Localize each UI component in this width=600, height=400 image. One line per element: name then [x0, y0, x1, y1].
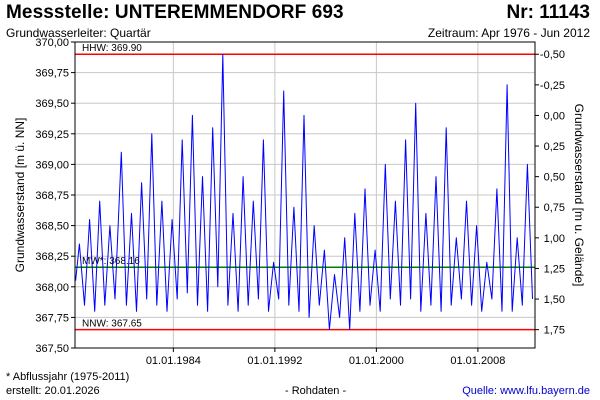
y2-tick-label: 1,75 [544, 325, 565, 337]
reference-line-label: HHW: 369.90 [82, 43, 142, 54]
y-tick-label: 368,50 [35, 221, 69, 233]
y-tick-label: 369,25 [35, 129, 69, 141]
y2-tick-label: 1,00 [544, 233, 565, 245]
y2-tick-label: 0,25 [544, 141, 565, 153]
y-tick-label: 368,75 [35, 190, 69, 202]
chart-title: Messstelle: UNTEREMMENDORF 693 [6, 2, 344, 23]
x-tick-label: 01.01.2008 [450, 355, 505, 367]
y-tick-label: 368,25 [35, 251, 69, 263]
y-tick-label: 369,00 [35, 159, 69, 171]
raw-data-label: - Rohdaten - [285, 385, 347, 397]
reference-line-label: MW*: 368.16 [82, 256, 140, 267]
footnote: * Abflussjahr (1975-2011) [6, 371, 130, 383]
y2-tick-label: -0,25 [540, 80, 565, 92]
y-tick-label: 370,00 [35, 37, 69, 49]
series-layer [75, 53, 533, 331]
x-tick-label: 01.01.1984 [146, 355, 201, 367]
x-tick-label: 01.01.1992 [247, 355, 302, 367]
y-axis-label-right: Grundwasserstand [m u. Gelände] [572, 104, 586, 287]
period-label: Zeitraum: Apr 1976 - Jun 2012 [427, 26, 590, 40]
created-date: erstellt: 20.01.2026 [6, 385, 100, 397]
x-tick-label: 01.01.2000 [349, 355, 404, 367]
y-tick-label: 369,50 [35, 98, 69, 110]
y-tick-label: 368,00 [35, 282, 69, 294]
aquifer-label: Grundwasserleiter: Quartär [6, 26, 151, 40]
reference-lines: HHW: 369.90 MW*: 368.16 NNW: 367.65 [75, 43, 535, 331]
y-tick-label: 369,75 [35, 68, 69, 80]
y2-tick-label: 1,25 [544, 263, 565, 275]
y2-tick-label: 0,00 [544, 110, 565, 122]
y-tick-label: 367,50 [35, 343, 69, 355]
y-tick-label: 367,75 [35, 312, 69, 324]
y2-tick-label: 0,75 [544, 202, 565, 214]
y2-tick-label: 0,50 [544, 172, 565, 184]
station-number: Nr: 11143 [506, 2, 590, 23]
axes: 370,00 369,75 369,50 369,25 369,00 368,75 368,… [35, 37, 565, 367]
reference-line-label: NNW: 367.65 [82, 319, 142, 330]
source-link[interactable]: Quelle: www.lfu.bayern.de [462, 385, 590, 397]
y2-tick-label: 1,50 [544, 294, 565, 306]
grid [75, 41, 535, 349]
y-axis-label-left: Grundwasserstand [m ü. NN] [13, 118, 27, 273]
y2-tick-label: -0,50 [540, 49, 565, 61]
series-line [75, 53, 533, 331]
